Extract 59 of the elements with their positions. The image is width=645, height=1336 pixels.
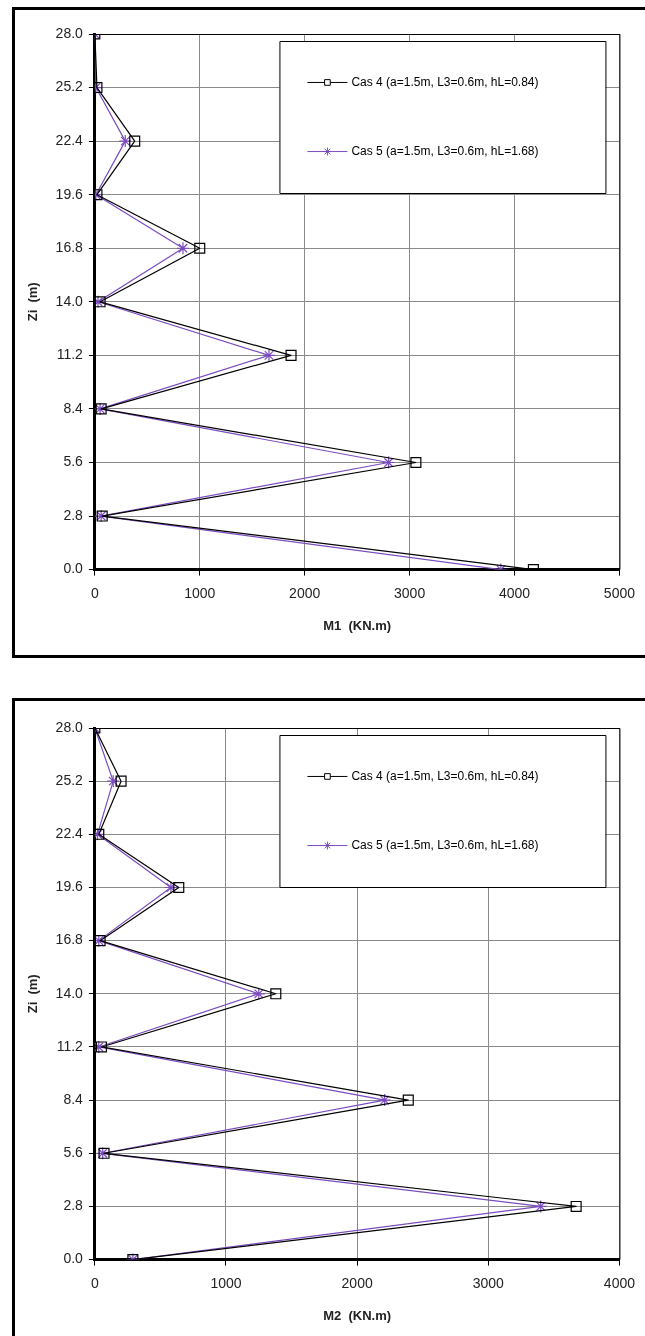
y-tick-label: 14.0 bbox=[55, 984, 84, 1001]
x-tick-label: 3000 bbox=[472, 1274, 505, 1291]
y-tick-label: 19.6 bbox=[55, 185, 84, 202]
point bbox=[262, 348, 276, 362]
y-tick-label: 25.2 bbox=[55, 772, 84, 789]
y-tick-label: 0.0 bbox=[63, 1250, 84, 1267]
x-tick-label: 4000 bbox=[498, 584, 531, 601]
legend-label: Cas 4 (a=1.5m, L3=0.6m, hL=0.84) bbox=[351, 768, 539, 783]
x-tick-label: 2000 bbox=[289, 584, 321, 601]
point bbox=[194, 242, 206, 254]
y-tick-label: 11.2 bbox=[56, 1037, 84, 1054]
y-tick-label: 28.0 bbox=[55, 718, 84, 735]
legend-label: Cas 5 (a=1.5m, L3=0.6m, hL=1.68) bbox=[351, 143, 539, 158]
y-tick-label: 14.0 bbox=[55, 292, 84, 309]
point bbox=[270, 988, 282, 1000]
point bbox=[285, 349, 297, 361]
y-tick-label: 2.8 bbox=[63, 506, 84, 523]
y-tick-label: 28.0 bbox=[55, 24, 84, 41]
point bbox=[378, 1093, 392, 1107]
x-tick-label: 1000 bbox=[184, 584, 216, 601]
x-tick-label: 5000 bbox=[603, 584, 636, 601]
y-axis-title: Zi (m) bbox=[25, 974, 41, 1014]
point bbox=[118, 134, 132, 148]
point bbox=[382, 455, 396, 470]
x-axis-title: M1 (KN.m) bbox=[323, 617, 392, 633]
y-tick-label: 2.8 bbox=[63, 1197, 84, 1214]
x-tick-label: 2000 bbox=[341, 1274, 373, 1291]
y-tick-label: 25.2 bbox=[55, 78, 84, 95]
y-tick-label: 5.6 bbox=[63, 453, 84, 470]
point bbox=[115, 775, 127, 787]
x-tick-label: 4000 bbox=[603, 1274, 636, 1291]
y-tick-label: 22.4 bbox=[55, 131, 84, 148]
point bbox=[252, 987, 266, 1001]
point bbox=[106, 774, 120, 788]
point bbox=[402, 1094, 414, 1106]
point bbox=[176, 241, 190, 255]
y-tick-label: 22.4 bbox=[55, 825, 84, 842]
y-axis-title: Zi (m) bbox=[25, 282, 41, 322]
y-tick-label: 16.8 bbox=[55, 239, 84, 256]
y-tick-label: 8.4 bbox=[63, 1090, 84, 1107]
x-tick-label: 0 bbox=[90, 584, 99, 601]
x-tick-label: 0 bbox=[90, 1274, 99, 1291]
y-tick-label: 0.0 bbox=[63, 560, 84, 577]
x-tick-label: 3000 bbox=[394, 584, 426, 601]
point bbox=[534, 1199, 548, 1214]
point bbox=[164, 880, 178, 895]
legend-label: Cas 5 (a=1.5m, L3=0.6m, hL=1.68) bbox=[351, 837, 539, 852]
y-tick-label: 8.4 bbox=[63, 399, 84, 416]
x-tick-label: 1000 bbox=[210, 1274, 242, 1291]
x-axis-title: M2 (KN.m) bbox=[323, 1307, 392, 1323]
point bbox=[570, 1200, 582, 1212]
point bbox=[173, 881, 185, 894]
y-tick-label: 16.8 bbox=[55, 931, 84, 948]
point bbox=[410, 456, 422, 469]
y-tick-label: 5.6 bbox=[63, 1144, 84, 1161]
legend-label: Cas 4 (a=1.5m, L3=0.6m, hL=0.84) bbox=[351, 74, 539, 89]
y-tick-label: 19.6 bbox=[55, 878, 84, 895]
y-tick-label: 11.2 bbox=[56, 346, 84, 363]
point bbox=[129, 135, 141, 147]
